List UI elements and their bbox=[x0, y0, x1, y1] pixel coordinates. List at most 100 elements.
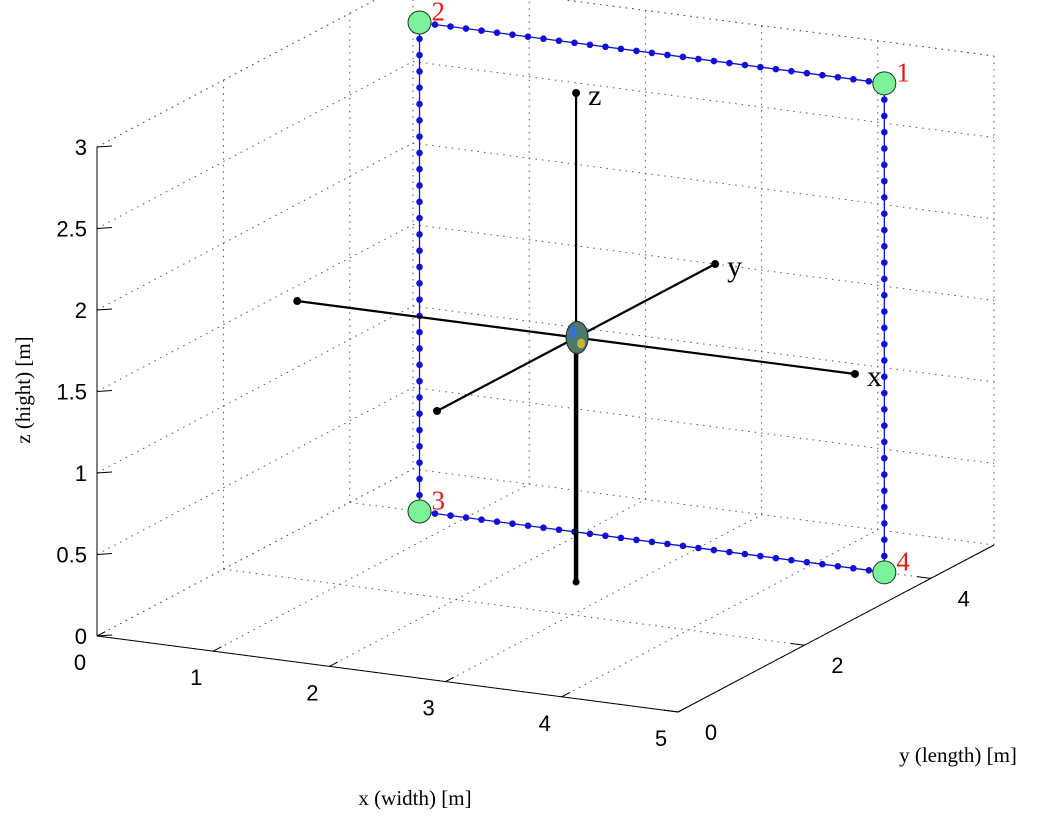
x-tick-label: 0 bbox=[74, 650, 86, 675]
path-point bbox=[617, 534, 625, 542]
path-point bbox=[757, 63, 764, 71]
path-point bbox=[881, 145, 888, 152]
x-tick-label: 1 bbox=[190, 665, 202, 690]
x-tick-label: 2 bbox=[306, 680, 318, 705]
path-point bbox=[803, 558, 811, 566]
path-point bbox=[881, 161, 888, 169]
path-point bbox=[416, 231, 423, 238]
grid-line bbox=[96, 0, 377, 148]
path-point bbox=[881, 259, 888, 266]
path-point bbox=[416, 198, 423, 206]
corner-marker bbox=[872, 71, 897, 96]
path-point bbox=[881, 226, 888, 234]
path-point bbox=[819, 71, 826, 79]
path-point bbox=[664, 540, 671, 548]
path-point bbox=[555, 37, 563, 45]
grid-line bbox=[212, 483, 530, 652]
axes-layer bbox=[96, 145, 995, 713]
grid-line bbox=[445, 514, 762, 683]
path-point bbox=[850, 75, 857, 83]
path-point bbox=[741, 61, 749, 69]
path-point bbox=[524, 33, 532, 41]
path-point bbox=[416, 35, 423, 43]
grid-line bbox=[412, 61, 995, 138]
y-tick-label: 0 bbox=[705, 720, 717, 745]
path-point bbox=[509, 31, 516, 38]
path-point bbox=[881, 471, 888, 478]
path-point bbox=[664, 51, 671, 59]
body-marker-highlight bbox=[569, 326, 578, 339]
z-tick-label: 1.5 bbox=[56, 380, 87, 405]
path-point bbox=[788, 556, 795, 564]
z-axis-label: z (hight) [m] bbox=[11, 336, 35, 443]
y-tick-mark bbox=[663, 709, 679, 713]
grid-line bbox=[96, 61, 414, 229]
path-point bbox=[586, 41, 594, 49]
path-point bbox=[881, 275, 888, 283]
grid-line bbox=[96, 224, 414, 392]
grid-line bbox=[562, 0, 995, 57]
path-point bbox=[524, 522, 532, 530]
frame-axis-label-x: x bbox=[867, 360, 882, 393]
path-point bbox=[416, 410, 423, 418]
corner-label-2: 2 bbox=[432, 0, 446, 27]
path-point bbox=[431, 21, 439, 28]
grid-line bbox=[96, 468, 414, 637]
z-tick-mark bbox=[96, 553, 113, 555]
x-tick-mark bbox=[329, 661, 338, 667]
path-point bbox=[695, 544, 702, 552]
path-point bbox=[772, 554, 780, 562]
corner-label-1: 1 bbox=[896, 57, 910, 87]
path-point bbox=[648, 538, 656, 546]
grid-line bbox=[412, 224, 995, 301]
z-tick-mark bbox=[96, 390, 113, 392]
path-point bbox=[447, 23, 454, 30]
corner-marker bbox=[407, 10, 432, 35]
frame-axis-line bbox=[575, 263, 716, 339]
path-point bbox=[416, 459, 423, 466]
path-point bbox=[881, 324, 888, 332]
path-point bbox=[881, 422, 888, 429]
path-point bbox=[865, 77, 873, 85]
frame-axis-label-z: z bbox=[588, 79, 601, 112]
corner-label-3: 3 bbox=[432, 486, 446, 516]
frame-axis-label-y: y bbox=[727, 250, 742, 283]
path-point bbox=[881, 291, 888, 299]
y-axis-line bbox=[677, 544, 995, 713]
path-point bbox=[416, 361, 423, 369]
path-point bbox=[881, 438, 888, 446]
path-point bbox=[710, 57, 718, 65]
path-point bbox=[850, 564, 857, 572]
grid-line bbox=[562, 0, 995, 57]
y-tick-mark bbox=[916, 576, 931, 579]
path-point bbox=[881, 454, 888, 462]
path-point bbox=[726, 548, 733, 556]
path-point bbox=[881, 373, 888, 381]
path-point bbox=[416, 443, 423, 450]
path-point bbox=[788, 67, 795, 75]
path-point bbox=[509, 520, 516, 527]
path-point bbox=[416, 377, 423, 385]
x-tick-mark bbox=[561, 692, 571, 698]
frame-axis-line bbox=[297, 299, 577, 339]
tick-labels: 0 1 2 3 4 5 0 2 4 0 0.5 1 1.5 2 2.5 3 bbox=[56, 135, 970, 751]
x-axis-line bbox=[96, 635, 679, 713]
path-point bbox=[602, 43, 609, 51]
grid-line bbox=[412, 387, 995, 464]
path-point bbox=[416, 133, 423, 140]
path-point bbox=[741, 550, 749, 558]
path-point bbox=[881, 96, 888, 103]
z-tick-label: 1 bbox=[75, 461, 87, 486]
path-point bbox=[881, 520, 888, 527]
z-tick-mark bbox=[96, 145, 113, 148]
grid-line bbox=[96, 305, 414, 474]
path-point bbox=[478, 516, 485, 523]
z-tick-label: 2 bbox=[75, 298, 87, 323]
path-point bbox=[416, 247, 423, 255]
path-point bbox=[416, 345, 423, 352]
path-point bbox=[772, 65, 780, 73]
path-point bbox=[493, 518, 501, 525]
grid-line bbox=[96, 0, 377, 148]
grid-line bbox=[329, 498, 646, 667]
grid-line bbox=[412, 305, 995, 383]
